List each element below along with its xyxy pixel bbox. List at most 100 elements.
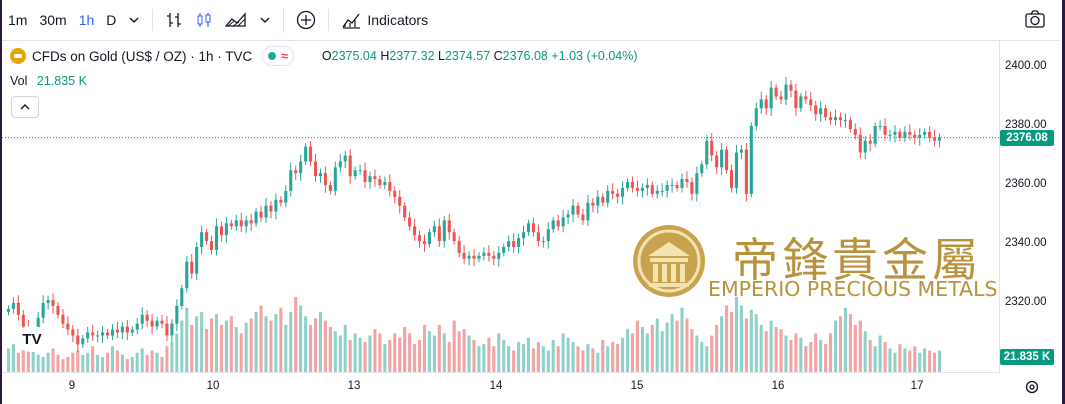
candle-body — [521, 232, 526, 239]
candle-body — [135, 323, 139, 330]
market-status-pill[interactable]: ≈ — [262, 46, 294, 66]
time-tick-label: 17 — [910, 380, 924, 392]
candle-body — [734, 152, 739, 188]
volume-bar — [710, 335, 714, 372]
volume-bar — [304, 316, 308, 372]
candle-body — [477, 255, 481, 259]
interval-D[interactable]: D — [106, 12, 117, 28]
volume-bar — [616, 344, 620, 372]
tradingview-logo-icon[interactable]: TV — [15, 326, 49, 352]
volume-bar — [729, 312, 734, 372]
candle-body — [898, 131, 902, 138]
chevron-down-icon[interactable] — [122, 6, 146, 34]
volume-bar — [338, 335, 342, 372]
chevron-up-icon — [20, 104, 30, 110]
candle-body — [11, 303, 15, 309]
indicators-icon — [342, 13, 361, 29]
volume-bar — [918, 352, 922, 372]
volume-bar — [408, 333, 412, 372]
top-toolbar: 1m 30m 1h D Indicators — [2, 0, 1060, 41]
candle-body — [239, 220, 243, 227]
time-tick-label: 15 — [630, 380, 644, 392]
candle-body — [680, 179, 684, 188]
candle-body — [289, 170, 293, 191]
candle-body — [868, 140, 872, 144]
volume-bar — [720, 316, 724, 372]
volume-bar — [690, 329, 694, 372]
volume-bar — [784, 335, 788, 372]
candle-body — [86, 332, 90, 339]
volume-bar — [180, 320, 184, 372]
candle-body — [586, 202, 590, 221]
candle-body — [715, 155, 719, 168]
volume-bar — [824, 344, 828, 372]
last-volume-tag: 21.835 K — [1000, 349, 1054, 365]
gear-icon[interactable] — [1024, 379, 1040, 400]
candle-body — [774, 87, 778, 97]
volume-bar — [521, 344, 526, 372]
symbol-legend: CFDs on Gold (US$ / OZ) · 1h · TVC ≈ O23… — [10, 46, 638, 66]
candle-body — [660, 190, 664, 192]
bars-icon[interactable] — [159, 6, 189, 34]
delayed-wave-icon: ≈ — [281, 49, 288, 63]
candle-body — [873, 126, 877, 144]
volume-bar — [328, 327, 332, 372]
volume-bar — [259, 305, 263, 372]
volume-bar — [279, 307, 283, 372]
volume-bar — [705, 346, 709, 372]
interval-1h[interactable]: 1h — [78, 12, 95, 28]
price-tick-label: 2400.00 — [1005, 60, 1047, 72]
candle-body — [101, 332, 105, 336]
volume-bar — [477, 346, 481, 372]
symbol-title[interactable]: CFDs on Gold (US$ / OZ) · 1h · TVC — [32, 48, 253, 64]
candle-body — [180, 288, 184, 306]
volume-bar — [759, 324, 763, 372]
candles-icon[interactable] — [189, 6, 219, 34]
volume-bar — [933, 352, 937, 372]
candle-body — [923, 131, 927, 135]
low-label: L — [438, 49, 445, 63]
candle-body — [46, 300, 50, 303]
candle-body — [279, 199, 283, 203]
interval-1m[interactable]: 1m — [8, 12, 28, 28]
area-chart-icon[interactable] — [219, 6, 253, 34]
interval-30m[interactable]: 30m — [39, 12, 67, 28]
volume-bar — [125, 359, 129, 372]
volume-label: Vol — [10, 74, 28, 88]
candle-body — [353, 170, 357, 177]
volume-bar — [462, 329, 466, 372]
candle-body — [512, 241, 516, 247]
candle-body — [809, 99, 813, 106]
candle-body — [536, 232, 540, 242]
volume-bar — [804, 346, 808, 372]
collapse-legend-button[interactable] — [11, 96, 39, 118]
candle-body — [863, 140, 867, 153]
price-tick-label: 2380.00 — [1005, 119, 1047, 131]
volume-bar — [492, 346, 496, 372]
right-frame — [1062, 0, 1065, 404]
volume-bar — [581, 350, 585, 372]
candle-body — [759, 99, 763, 109]
candle-body — [829, 117, 833, 121]
high-value: 2377.32 — [389, 49, 435, 63]
volume-bar — [809, 342, 813, 372]
volume-bar — [601, 339, 605, 372]
candle-body — [848, 120, 852, 129]
candle-body — [422, 241, 427, 244]
chevron-down-icon[interactable] — [253, 6, 277, 34]
camera-icon[interactable] — [1024, 9, 1046, 32]
volume-bar — [655, 318, 659, 372]
volume-bar — [680, 307, 684, 372]
volume-bar — [363, 342, 367, 372]
candle-body — [160, 320, 164, 324]
volume-bar — [937, 350, 942, 372]
volume-bar — [413, 344, 417, 372]
volume-bar — [348, 339, 352, 372]
indicators-button[interactable]: Indicators — [335, 6, 434, 34]
volume-bar — [546, 350, 550, 372]
volume-bar — [318, 312, 323, 372]
add-compare-icon[interactable] — [290, 6, 322, 34]
volume-bar — [264, 316, 268, 372]
volume-bar — [868, 339, 872, 372]
